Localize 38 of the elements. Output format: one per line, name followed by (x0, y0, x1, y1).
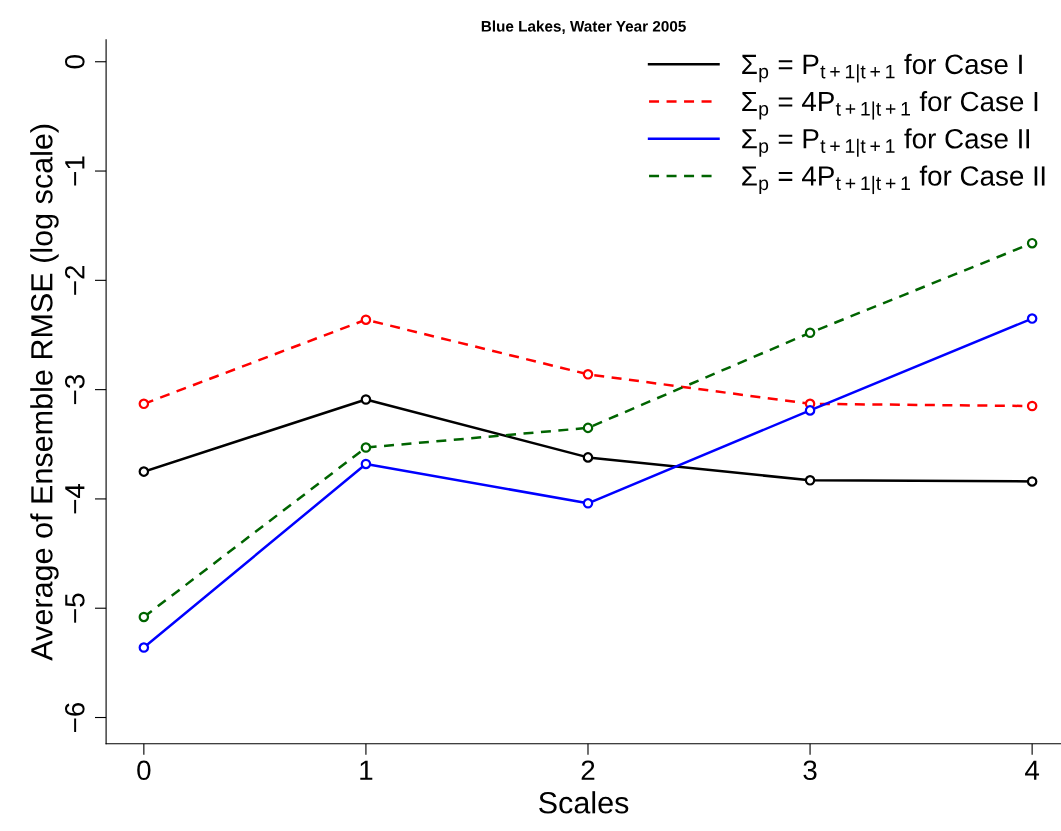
y-tick-label: −6 (64, 702, 85, 732)
x-tick-label: 4 (1025, 760, 1040, 780)
point (804, 475, 816, 486)
x-tick-label: 3 (803, 760, 817, 781)
point (582, 369, 594, 380)
point (138, 642, 150, 653)
legend-label: Σ$_{p}$ = 4P$_{t+1|t+1}$ for Case II (742, 165, 1045, 195)
point (138, 466, 150, 477)
point (804, 405, 816, 416)
point (360, 442, 372, 453)
x-tick-label: 2 (581, 760, 595, 780)
legend-label: Σ$_{p}$ = 4P$_{t+1|t+1}$ for Case I (742, 91, 1038, 120)
point (582, 452, 594, 463)
chart-title: Blue Lakes, Water Year 2005 (481, 20, 686, 34)
point (360, 394, 372, 405)
y-tick-label: −2 (64, 265, 85, 295)
point (1026, 313, 1038, 324)
point (1026, 476, 1038, 487)
y-tick-label: −1 (65, 156, 85, 186)
point (360, 458, 372, 470)
y-tick-label: −3 (64, 375, 85, 405)
x-tick-label: 1 (360, 760, 373, 780)
legend-label: Σ$_{p}$ = P$_{t+1|t+1}$ for Case II (742, 128, 1030, 157)
point (1026, 237, 1038, 249)
x-tick-label: 0 (137, 760, 151, 781)
y-tick-label: −4 (65, 483, 85, 514)
point (138, 611, 150, 623)
point (582, 422, 594, 434)
x-axis-title: Scales (539, 791, 629, 814)
point (804, 327, 816, 339)
point (138, 398, 150, 410)
y-axis-title: Average of Ensemble RMSE (log scale) (30, 124, 59, 661)
y-tick-label: −5 (65, 593, 85, 623)
point (582, 498, 594, 509)
y-tick-label: 0 (64, 55, 85, 69)
point (1026, 400, 1038, 412)
point (360, 314, 372, 325)
legend-label: Σ$_{p}$ = P$_{t+1|t+1}$ for Case I (742, 53, 1022, 83)
